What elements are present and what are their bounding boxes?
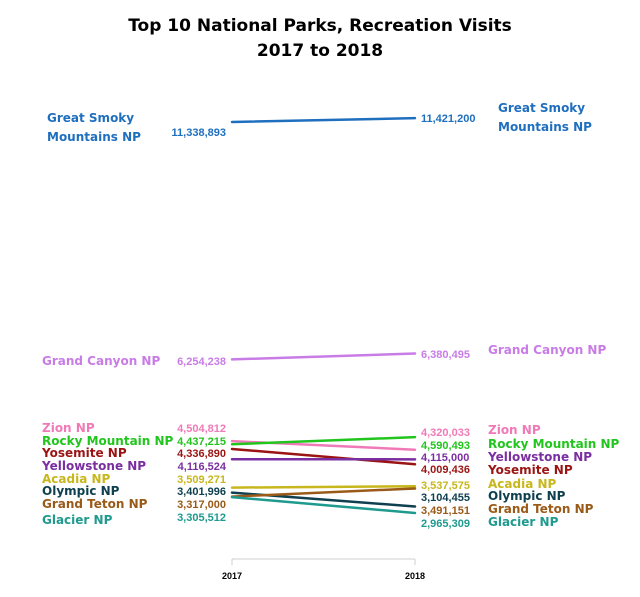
- series-line-yosemite-np: [230, 447, 417, 466]
- x-tick-label: 2017: [222, 571, 242, 581]
- value-label-2018-acadia-np: 3,537,575: [421, 480, 470, 492]
- series-name-2018-yosemite-np: Yosemite NP: [487, 463, 573, 477]
- series-line-rocky-mountain-np: [230, 435, 417, 446]
- series-name-2017-acadia-np: Acadia NP: [42, 472, 111, 486]
- series-name-2017-rocky-mountain-np: Rocky Mountain NP: [42, 434, 174, 448]
- value-label-2017-zion-np: 4,504,812: [177, 423, 226, 435]
- series-name-2018-great-smoky-mountains-np: Great Smoky Mountains NP: [498, 101, 592, 134]
- series-lines: [230, 116, 417, 515]
- series-name-2018-grand-canyon-np: Grand Canyon NP: [488, 343, 606, 357]
- series-line-grand-teton-np: [230, 487, 417, 498]
- series-line-grand-canyon-np: [230, 352, 417, 361]
- value-label-2018-great-smoky-mountains-np: 11,421,200: [421, 113, 475, 125]
- value-label-2018-olympic-np: 3,104,455: [421, 492, 470, 504]
- series-line-great-smoky-mountains-np: [230, 116, 417, 124]
- x-axis: 2017 2018: [222, 558, 425, 581]
- x-tick-label: 2018: [405, 571, 425, 581]
- chart-title-line1: Top 10 National Parks, Recreation Visits: [128, 16, 512, 36]
- series-name-2017-yellowstone-np: Yellowstone NP: [41, 459, 146, 473]
- series-name-2018-rocky-mountain-np: Rocky Mountain NP: [488, 437, 620, 451]
- value-label-2017-rocky-mountain-np: 4,437,215: [177, 436, 226, 448]
- chart-subtitle: 2017 to 2018: [256, 41, 384, 61]
- series-name-2017-grand-canyon-np: Grand Canyon NP: [42, 354, 160, 368]
- series-name-2018-grand-teton-np: Grand Teton NP: [488, 502, 594, 516]
- series-name-2018-zion-np: Zion NP: [488, 423, 541, 437]
- series-line-acadia-np: [230, 485, 417, 489]
- series-name-2017-zion-np: Zion NP: [42, 421, 95, 435]
- series-line-glacier-np: [230, 495, 417, 515]
- value-label-2017-grand-canyon-np: 6,254,238: [177, 356, 226, 368]
- value-label-2017-glacier-np: 3,305,512: [177, 512, 226, 524]
- value-label-2017-olympic-np: 3,401,996: [177, 486, 226, 498]
- value-label-2018-zion-np: 4,320,033: [421, 427, 470, 439]
- value-label-2018-glacier-np: 2,965,309: [421, 518, 470, 530]
- value-label-2018-rocky-mountain-np: 4,590,493: [421, 440, 470, 452]
- series-name-2018-glacier-np: Glacier NP: [488, 515, 559, 529]
- series-name-2018-yellowstone-np: Yellowstone NP: [487, 450, 592, 464]
- value-label-2018-grand-teton-np: 3,491,151: [421, 505, 470, 517]
- chart-title: Top 10 National Parks, Recreation Visits…: [0, 14, 640, 64]
- value-label-2017-acadia-np: 3,509,271: [177, 474, 226, 486]
- series-name-2017-glacier-np: Glacier NP: [42, 513, 113, 527]
- series-name-2017-great-smoky-mountains-np: Great Smoky Mountains NP: [47, 111, 141, 144]
- series-name-2017-olympic-np: Olympic NP: [42, 484, 120, 498]
- series-name-2018-olympic-np: Olympic NP: [488, 489, 566, 503]
- value-label-2017-grand-teton-np: 3,317,000: [177, 499, 226, 511]
- value-label-2017-yellowstone-np: 4,116,524: [178, 461, 227, 473]
- value-label-2017-great-smoky-mountains-np: 11,338,893: [172, 127, 226, 139]
- series-name-2017-grand-teton-np: Grand Teton NP: [42, 497, 148, 511]
- value-label-2018-yellowstone-np: 4,115,000: [421, 452, 469, 464]
- value-label-2017-yosemite-np: 4,336,890: [177, 448, 226, 460]
- value-label-2018-grand-canyon-np: 6,380,495: [421, 349, 470, 361]
- series-name-2018-acadia-np: Acadia NP: [488, 477, 557, 491]
- value-label-2018-yosemite-np: 4,009,436: [421, 464, 470, 476]
- series-labels: 11,338,893 11,421,200 Great Smoky Mountains…: [41, 101, 620, 530]
- series-name-2017-yosemite-np: Yosemite NP: [41, 446, 127, 460]
